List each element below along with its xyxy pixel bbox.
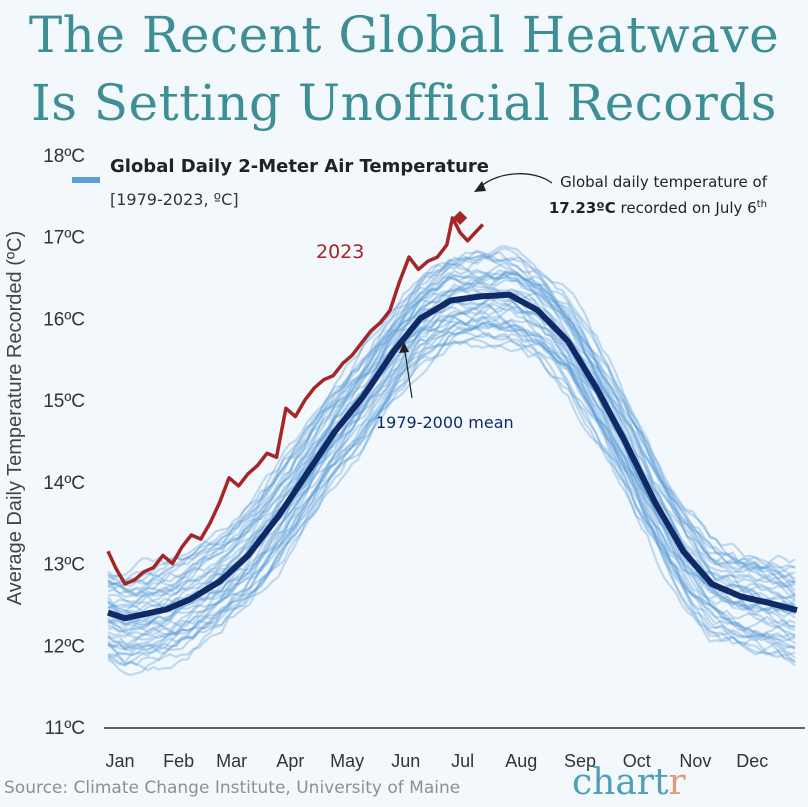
band-year-line (107, 325, 796, 659)
x-tick-label: Aug (505, 751, 537, 771)
x-tick-label: Sep (564, 751, 596, 771)
x-tick-label: Nov (679, 751, 711, 771)
record-annotation-arrowhead (474, 181, 486, 192)
x-tick-label: Jun (391, 751, 420, 771)
x-axis-labels: Jan Feb Mar Apr May Jun Jul Aug Sep Oct Nov Dec (105, 751, 768, 771)
line-2023 (106, 216, 485, 586)
y-tick-label: 12ºC (43, 636, 85, 657)
band-year-line (107, 298, 796, 647)
x-tick-label: Apr (276, 751, 304, 771)
band-year-line (107, 333, 796, 677)
mean-line (107, 291, 798, 622)
legend-subtitle: [1979-2023, ºC] (110, 190, 239, 209)
y-tick-label: 14ºC (43, 473, 85, 494)
mean-annotation-arrowhead (399, 342, 409, 353)
band-year-line (107, 273, 796, 618)
y-tick-label: 16ºC (43, 309, 85, 330)
mean-annotation-arrow (403, 344, 413, 399)
record-marker (453, 210, 468, 225)
record-annotation-arrow (479, 173, 553, 188)
logo-text: chart (572, 762, 669, 803)
band-year-line (107, 319, 796, 659)
band-year-line (107, 270, 796, 590)
spaghetti-band (107, 244, 796, 677)
x-tick-label: Dec (736, 751, 768, 771)
record-date: recorded on July 6 (616, 199, 757, 217)
band-year-line (107, 304, 796, 650)
band-year-line (107, 270, 796, 597)
band-year-line (107, 305, 796, 639)
band-year-line (107, 319, 796, 652)
band-year-line (107, 295, 796, 629)
label-2023: 2023 (316, 241, 364, 263)
chart-title-line2: Is Setting Unofficial Records (31, 74, 777, 132)
y-axis: 11ºC 12ºC 13ºC 14ºC 15ºC 16ºC 17ºC 18ºC (43, 146, 85, 739)
y-tick-label: 13ºC (43, 555, 85, 576)
record-annotation-line1: Global daily temperature of (560, 173, 768, 191)
band-year-line (107, 324, 796, 665)
band-year-line (107, 337, 796, 666)
chartr-logo: chartr (572, 762, 686, 803)
band-year-line (107, 315, 796, 651)
band-year-line (107, 255, 796, 598)
logo-accent: r (668, 762, 686, 803)
y-tick-label: 18ºC (43, 146, 85, 167)
band-year-line (107, 262, 796, 594)
record-value: 17.23ºC (549, 199, 616, 217)
y-tick-label: 11ºC (45, 718, 85, 739)
band-year-line (107, 331, 796, 672)
x-tick-label: May (330, 751, 364, 771)
band-year-line (107, 253, 796, 585)
x-tick-label: Feb (163, 751, 194, 771)
band-year-line (107, 274, 796, 603)
band-year-line (107, 250, 796, 581)
x-tick-label: Jan (105, 751, 134, 771)
x-tick-label: Oct (623, 751, 651, 771)
band-year-line (107, 263, 796, 598)
source-note: Source: Climate Change Institute, Univer… (4, 778, 461, 798)
chart-title-line1: The Recent Global Heatwave (28, 6, 780, 64)
band-year-line (107, 244, 796, 582)
band-year-line (107, 254, 796, 596)
band-year-line (107, 315, 796, 639)
band-year-line (107, 314, 796, 639)
band-year-line (107, 302, 796, 627)
label-mean: 1979-2000 mean (376, 413, 514, 432)
y-tick-label: 15ºC (43, 391, 85, 412)
band-year-line (107, 270, 796, 606)
y-axis-label: Average Daily Temperature Recorded (ºC) (4, 231, 26, 606)
legend-title: Global Daily 2-Meter Air Temperature (110, 156, 489, 177)
x-tick-label: Mar (216, 751, 247, 771)
y-tick-label: 17ºC (43, 228, 85, 249)
band-year-line (107, 255, 796, 585)
band-year-line (107, 247, 796, 585)
band-year-line (107, 283, 796, 610)
record-date-suffix: th (757, 199, 767, 210)
band-year-line (107, 339, 796, 667)
band-year-line (107, 321, 796, 656)
record-annotation-line2: 17.23ºC recorded on July 6th (549, 199, 767, 217)
x-tick-label: Jul (451, 751, 474, 771)
band-year-line (107, 263, 796, 598)
band-year-line (107, 321, 796, 652)
